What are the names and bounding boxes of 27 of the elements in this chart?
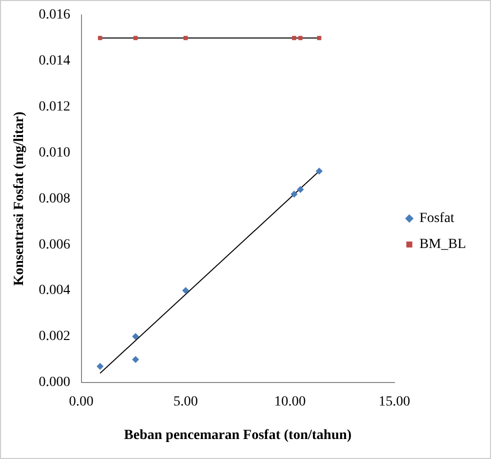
- x-tick-label: 5.00: [173, 394, 198, 410]
- y-axis-title: Konsentrasi Fosfat (mg/litar): [12, 111, 28, 286]
- x-axis-title: Beban pencemaran Fosfat (ton/tahun): [124, 428, 352, 444]
- y-tick-label: 0.004: [38, 283, 70, 298]
- y-tick-label: 0.016: [38, 8, 70, 23]
- point: [182, 287, 190, 294]
- y-tick-label: 0.008: [38, 191, 70, 206]
- point: [132, 332, 140, 340]
- point: [292, 36, 296, 40]
- legend-label: Fosfat: [419, 211, 454, 226]
- y-tick-label: 0.014: [38, 54, 70, 69]
- y-tick-label: 0.000: [38, 375, 70, 390]
- x-tick-label: 10.00: [274, 394, 306, 410]
- legend-label: BM_BL: [419, 237, 466, 252]
- point: [96, 362, 104, 370]
- y-tick-label: 0.012: [38, 100, 70, 115]
- point: [317, 36, 322, 40]
- point: [316, 168, 323, 175]
- point: [296, 186, 304, 194]
- point: [290, 190, 298, 198]
- x-tick-label: 15.00: [378, 394, 410, 410]
- point: [132, 356, 140, 363]
- y-tick-label: 0.010: [38, 145, 70, 160]
- point: [184, 36, 188, 40]
- y-tick-label: 0.006: [38, 237, 70, 252]
- y-tick-label: 0.002: [38, 329, 70, 344]
- x-tick-label: 0.00: [69, 394, 94, 410]
